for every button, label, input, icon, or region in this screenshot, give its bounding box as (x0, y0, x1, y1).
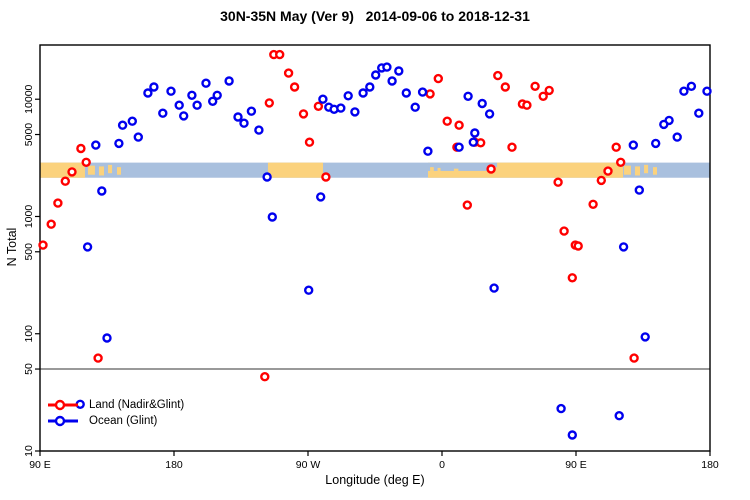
x-axis-label: Longitude (deg E) (325, 473, 425, 487)
legend-row-land: Land (Nadir&Glint) (46, 397, 184, 413)
svg-text:180: 180 (701, 459, 719, 471)
svg-text:90 E: 90 E (565, 459, 587, 471)
ocean-marker-icon (48, 415, 78, 427)
svg-text:10000: 10000 (23, 84, 35, 113)
legend: Land (Nadir&Glint) Ocean (Glint) (46, 397, 184, 429)
svg-text:10: 10 (23, 445, 35, 457)
svg-text:0: 0 (439, 459, 445, 471)
map-strip (40, 162, 710, 178)
series-points-ocean (75, 62, 712, 440)
svg-text:1000: 1000 (23, 205, 35, 229)
x-axis-ticks: 90 E 180 90 W 0 90 E 180 (29, 451, 719, 471)
svg-text:5000: 5000 (23, 123, 35, 147)
legend-label-ocean: Ocean (Glint) (89, 415, 158, 427)
svg-text:180: 180 (165, 459, 183, 471)
y-axis-label: N Total (5, 227, 19, 267)
y-axis-ticks: 10 50 100 500 1000 5000 10000 (23, 84, 40, 457)
chart-title: 30N-35N May (Ver 9) 2014-09-06 to 2018-1… (220, 8, 530, 24)
plot-box (39, 44, 711, 452)
svg-text:100: 100 (23, 325, 35, 343)
svg-text:50: 50 (23, 363, 35, 375)
legend-row-ocean: Ocean (Glint) (46, 413, 184, 429)
svg-text:90 E: 90 E (29, 459, 51, 471)
svg-text:500: 500 (23, 243, 35, 261)
svg-text:90 W: 90 W (296, 459, 321, 471)
series-points-land (38, 49, 639, 382)
legend-label-land: Land (Nadir&Glint) (89, 399, 185, 411)
land-marker-icon (48, 399, 78, 411)
